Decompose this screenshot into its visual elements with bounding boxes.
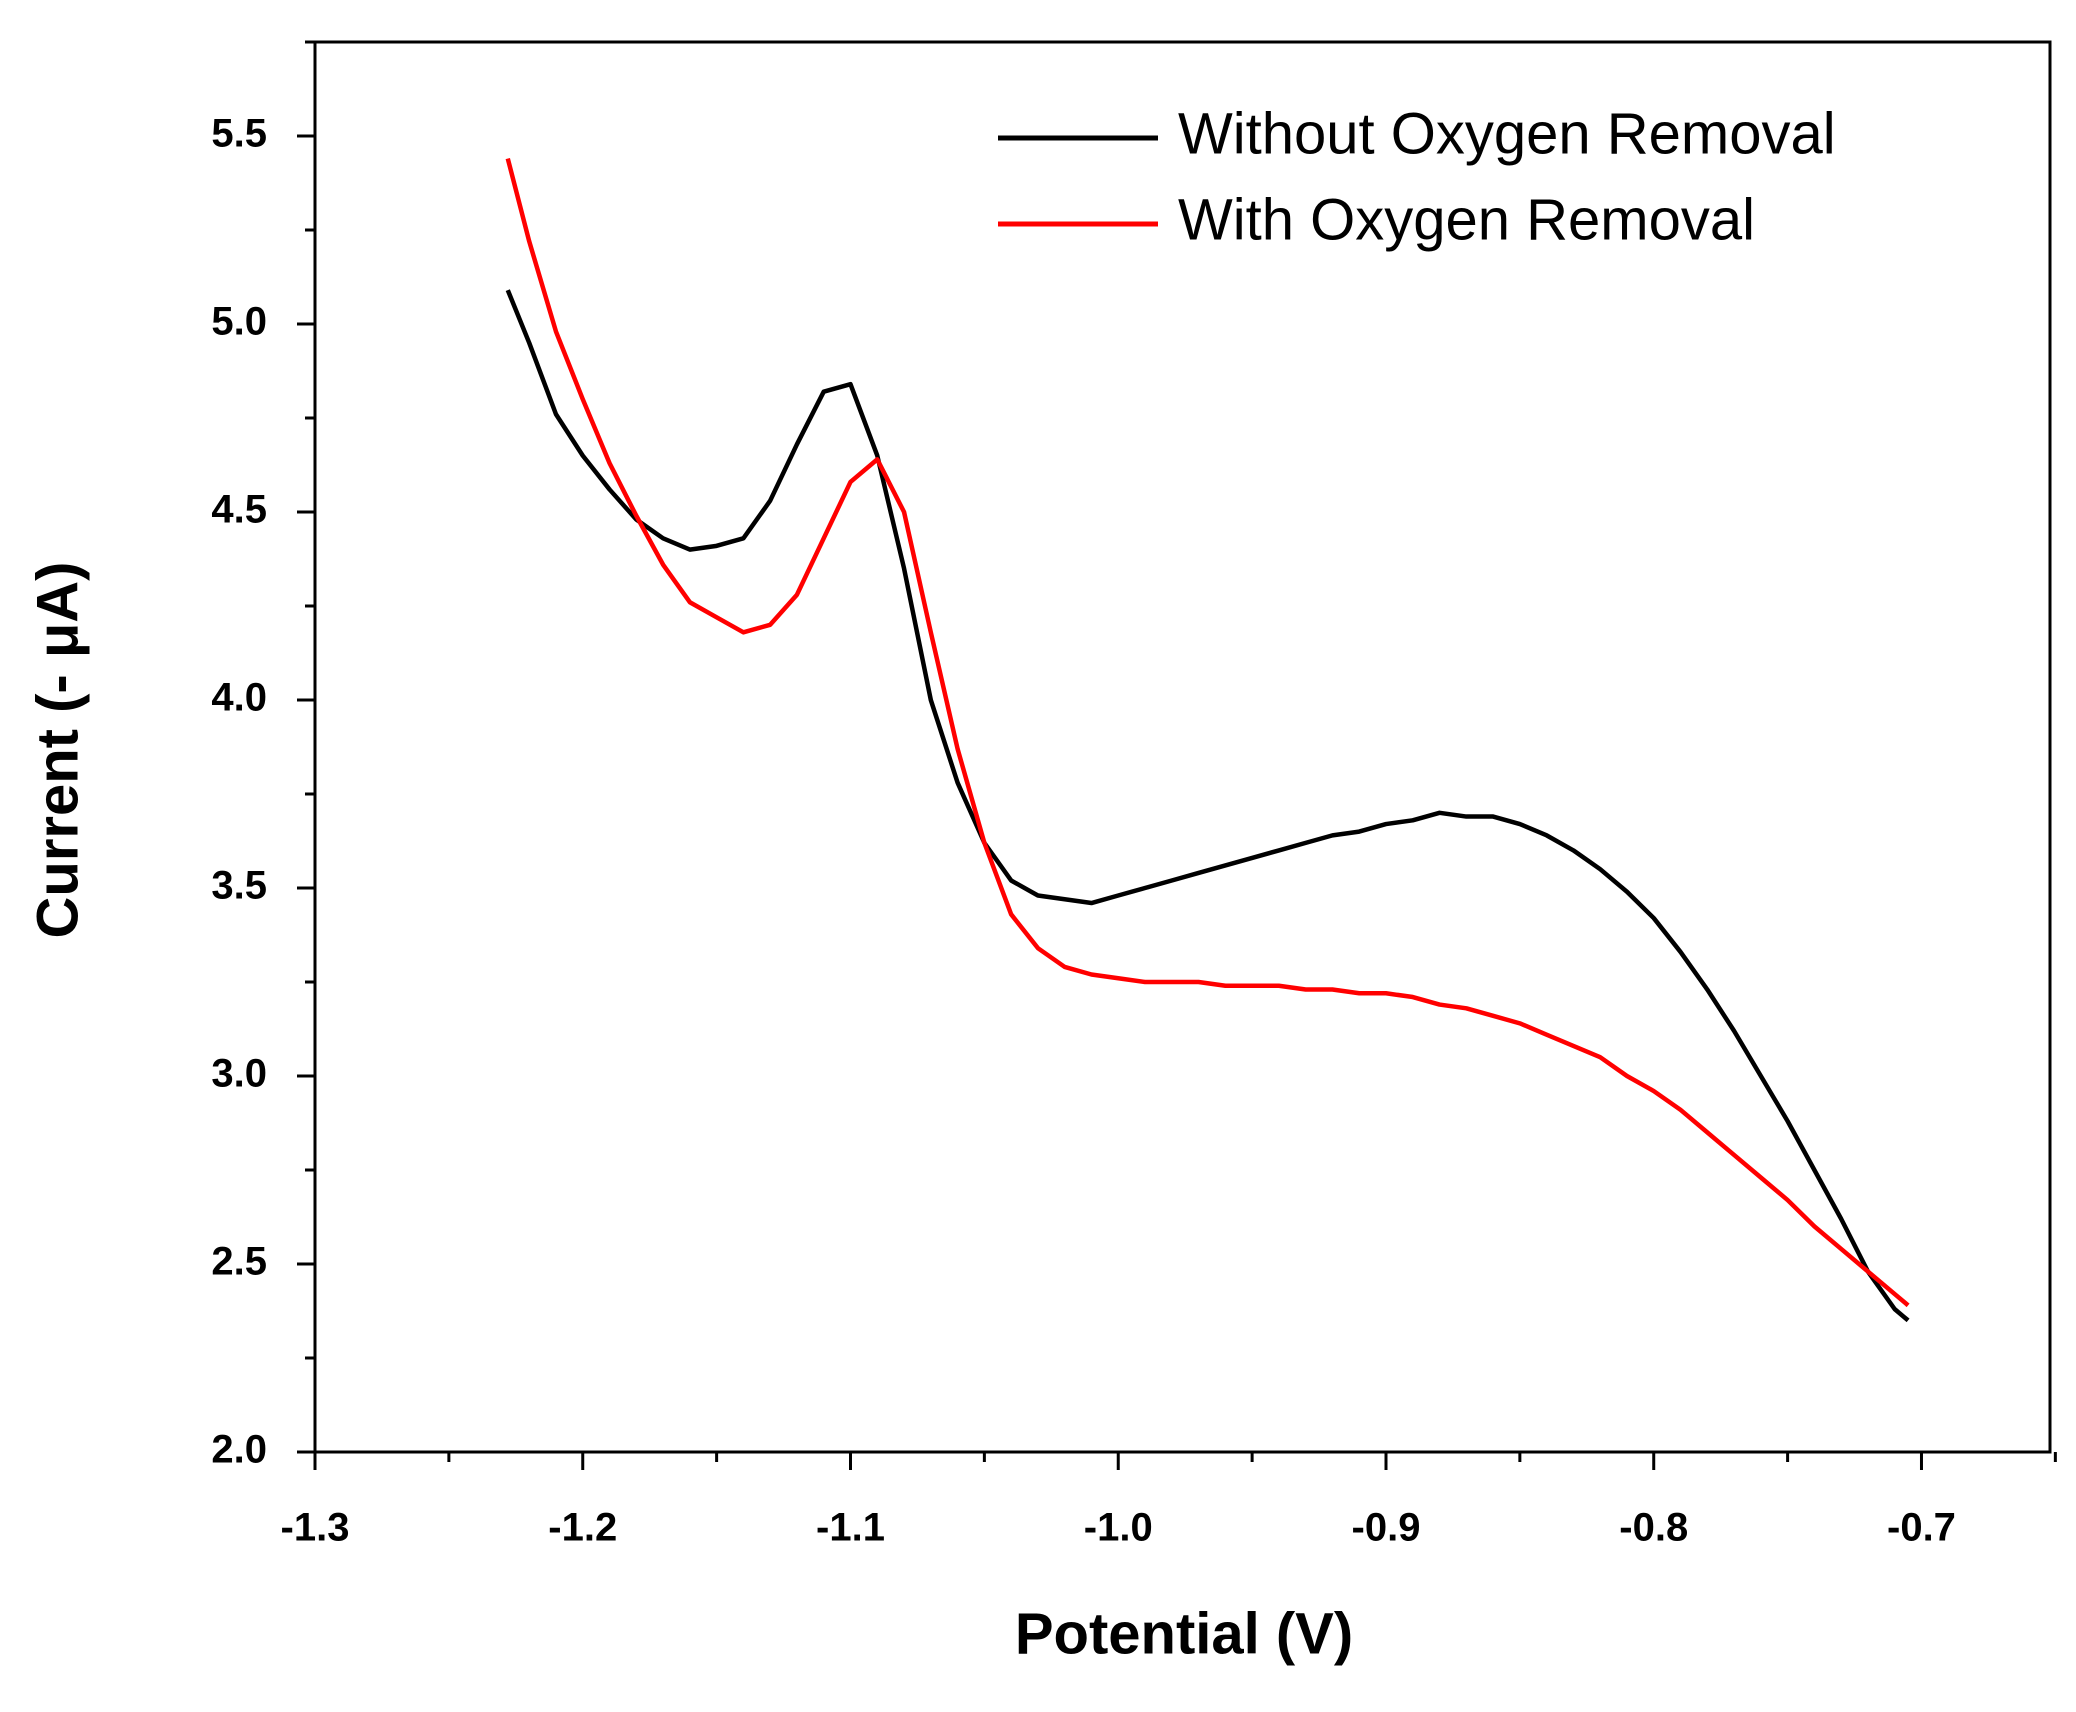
x-tick-label: -1.0 [1084, 1506, 1153, 1550]
x-tick-label: -1.3 [281, 1506, 350, 1550]
y-tick-label: 4.0 [211, 676, 267, 720]
x-tick-label: -0.7 [1887, 1506, 1956, 1550]
legend-label: Without Oxygen Removal [1178, 101, 1836, 166]
y-tick-label: 4.5 [211, 488, 267, 532]
x-tick-label: -1.1 [816, 1506, 885, 1550]
y-tick-label: 3.0 [211, 1052, 267, 1096]
data-line [505, 157, 1910, 1308]
x-axis-label: Potential (V) [1015, 1601, 1353, 1666]
x-tick-label: -0.8 [1619, 1506, 1688, 1550]
plot-frame [313, 40, 2052, 1454]
y-axis-label: Current (- μA) [25, 562, 90, 939]
y-tick-label: 5.5 [211, 112, 267, 156]
y-tick-label: 3.5 [211, 864, 267, 908]
data-line [505, 289, 1910, 1323]
y-tick-label: 2.5 [211, 1240, 267, 1284]
x-tick-label: -1.2 [548, 1506, 617, 1550]
legend-label: With Oxygen Removal [1178, 187, 1755, 252]
x-tick-label: -0.9 [1352, 1506, 1421, 1550]
y-tick-label: 5.0 [211, 300, 267, 344]
y-tick-label: 2.0 [211, 1428, 267, 1472]
